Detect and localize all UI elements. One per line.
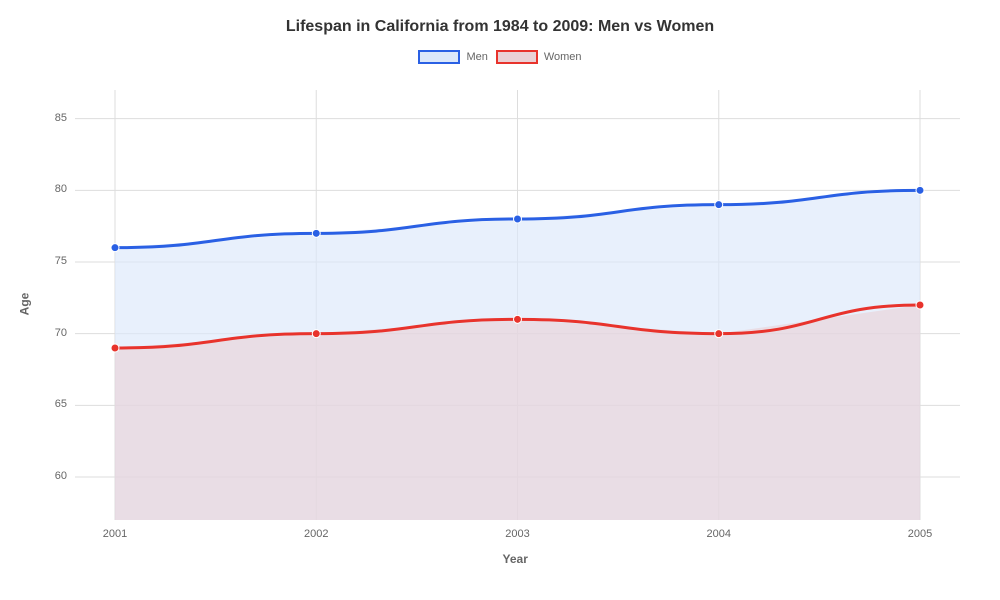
chart-title: Lifespan in California from 1984 to 2009… — [0, 0, 1000, 36]
x-tick-label: 2005 — [895, 528, 945, 540]
chart-container: Lifespan in California from 1984 to 2009… — [0, 0, 1000, 600]
x-tick-label: 2001 — [90, 528, 140, 540]
y-tick-label: 85 — [37, 112, 67, 124]
y-axis-label: Age — [17, 293, 31, 316]
legend: Men Women — [0, 50, 1000, 64]
x-tick-label: 2004 — [694, 528, 744, 540]
plot-svg — [75, 90, 960, 520]
legend-item-men: Men — [418, 50, 487, 64]
legend-label-men: Men — [466, 51, 487, 63]
legend-swatch-women — [496, 50, 538, 64]
legend-item-women: Women — [496, 50, 582, 64]
y-tick-label: 75 — [37, 255, 67, 267]
y-tick-label: 60 — [37, 470, 67, 482]
legend-label-women: Women — [544, 51, 582, 63]
x-tick-label: 2002 — [291, 528, 341, 540]
y-tick-label: 80 — [37, 183, 67, 195]
y-tick-label: 65 — [37, 398, 67, 410]
x-axis-label: Year — [503, 552, 528, 566]
legend-swatch-men — [418, 50, 460, 64]
y-tick-label: 70 — [37, 327, 67, 339]
x-tick-label: 2003 — [493, 528, 543, 540]
